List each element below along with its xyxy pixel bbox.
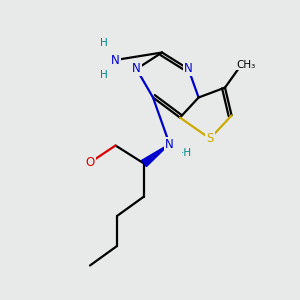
Text: N: N bbox=[165, 137, 174, 151]
Text: N: N bbox=[132, 62, 141, 76]
Text: O: O bbox=[85, 156, 94, 169]
Text: H: H bbox=[100, 38, 107, 49]
Text: H: H bbox=[100, 70, 107, 80]
Text: ·H: ·H bbox=[180, 148, 192, 158]
Text: CH₃: CH₃ bbox=[236, 59, 256, 70]
Polygon shape bbox=[142, 144, 170, 167]
Text: S: S bbox=[206, 132, 214, 145]
Text: N: N bbox=[111, 53, 120, 67]
Text: N: N bbox=[184, 62, 193, 76]
